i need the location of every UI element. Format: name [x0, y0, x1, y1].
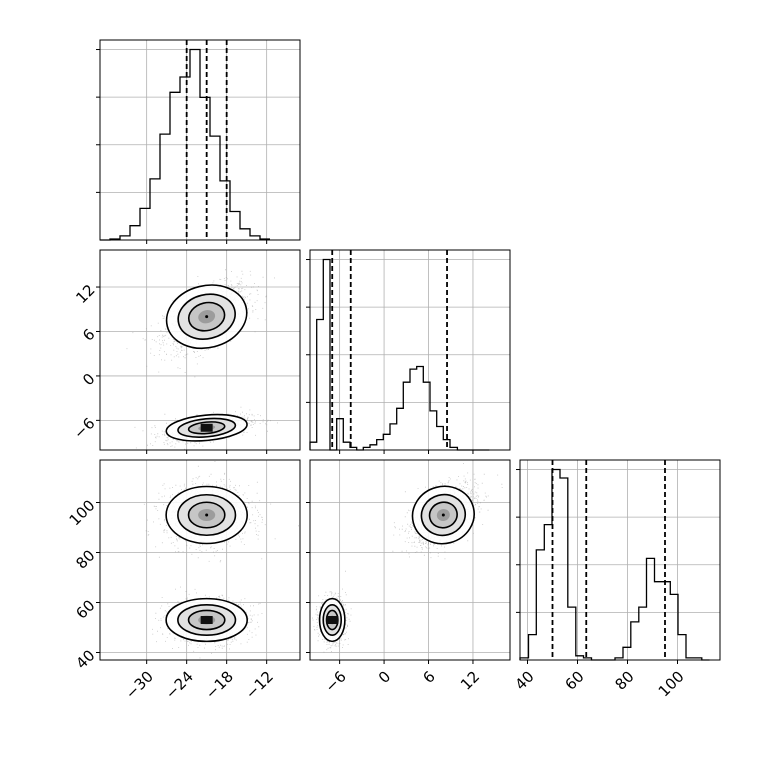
scatter-panel-p0-p2 [99, 459, 301, 661]
panel-frame [99, 249, 301, 451]
x-tick-label-p1: 6 [419, 668, 438, 687]
histogram-p0 [100, 48, 270, 241]
density-peak [205, 513, 209, 517]
x-tick-label-p2: 100 [655, 668, 688, 701]
panel-frame [519, 459, 721, 661]
y-tick-label-p2: 80 [72, 546, 98, 572]
hist-panel-p1 [306, 249, 511, 451]
x-tick-label-p0: −18 [202, 668, 237, 703]
panel-frame [99, 459, 301, 661]
panel-frame [309, 249, 511, 451]
panel-content [143, 461, 299, 659]
y-tick-label-p2: 100 [66, 496, 99, 529]
x-tick-label-p0: −24 [162, 668, 197, 703]
y-tick-label-p2: 40 [72, 646, 98, 672]
density-peak [200, 423, 213, 432]
y-tick-label-p1: 12 [72, 281, 98, 307]
x-tick-label-p1: 0 [375, 668, 394, 687]
panel-content [126, 269, 278, 450]
panel-content [312, 463, 503, 653]
x-tick-label-p2: 80 [612, 668, 638, 694]
sample-points [143, 461, 299, 563]
x-tick-label-p2: 40 [512, 668, 538, 694]
hist-panel-p0 [96, 39, 301, 241]
y-tick-label-p1: 0 [79, 370, 98, 389]
hist-panel-p2 [516, 459, 721, 661]
y-tick-label-p1: 6 [79, 325, 98, 344]
x-tick-label-p1: 12 [457, 668, 483, 694]
panel-frame [309, 459, 511, 661]
scatter-panel-p0-p1 [99, 249, 301, 451]
density-peak [200, 616, 213, 624]
density-peak [326, 616, 339, 624]
histogram-p1 [309, 258, 490, 451]
panel-frame [99, 39, 301, 241]
x-tick-label-p0: −12 [242, 668, 277, 703]
scatter-panel-p1-p2 [309, 459, 511, 661]
y-tick-label-p1: −6 [70, 414, 98, 442]
x-tick-label-p0: −30 [122, 668, 157, 703]
y-tick-label-p2: 60 [72, 596, 98, 622]
x-tick-label-p2: 60 [562, 668, 588, 694]
density-peak [441, 513, 445, 517]
density-peak [205, 315, 209, 319]
x-tick-label-p1: −6 [322, 668, 350, 696]
